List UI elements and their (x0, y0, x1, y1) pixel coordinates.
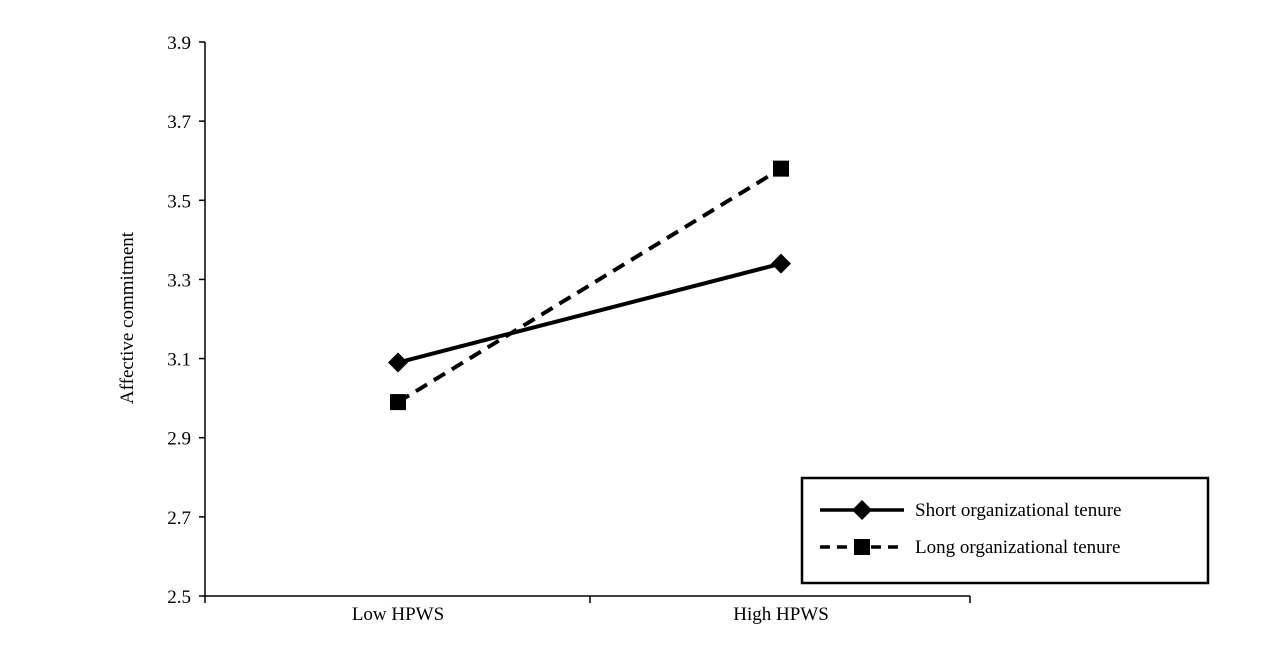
series-layer (388, 160, 791, 411)
series-line (397, 261, 782, 365)
data-point-diamond (771, 253, 791, 274)
legend-label: Long organizational tenure (915, 537, 1120, 558)
legend-entry: Long organizational tenure (820, 537, 1120, 558)
legend-marker-diamond (852, 500, 872, 520)
y-tick-label: 3.7 (167, 112, 191, 133)
legend-entry: Short organizational tenure (820, 500, 1121, 521)
series-long-tenure (390, 160, 789, 411)
y-tick-label: 2.7 (167, 508, 191, 529)
legend-marker-square (854, 539, 870, 555)
y-tick-label: 3.5 (167, 191, 191, 212)
y-tick-label: 3.1 (167, 350, 191, 371)
legend-box (800, 476, 1210, 585)
x-tick-label: Low HPWS (352, 604, 444, 625)
y-tick-label: 2.5 (167, 587, 191, 608)
x-tick-label: High HPWS (733, 604, 829, 625)
y-axis: 2.5 2.7 2.9 3.1 3.3 3.5 3.7 3.9 (167, 33, 206, 608)
series-short-tenure (388, 253, 791, 373)
legend: Short organizational tenure Long organiza… (800, 476, 1210, 585)
data-point-square (773, 160, 789, 177)
data-point-diamond (388, 352, 408, 373)
x-axis: Low HPWS High HPWS (204, 595, 971, 625)
y-tick-label: 3.3 (167, 270, 191, 291)
series-line (396, 166, 783, 404)
data-point-square (390, 394, 406, 411)
y-axis-title: Affective commitment (117, 231, 138, 404)
y-tick-label: 2.9 (167, 429, 191, 450)
legend-label: Short organizational tenure (915, 500, 1121, 521)
y-tick-label: 3.9 (167, 33, 191, 54)
